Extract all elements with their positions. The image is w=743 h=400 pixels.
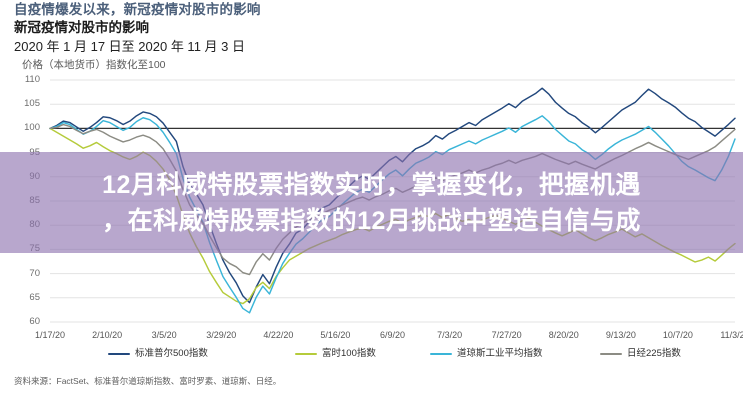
x-tick-label: 6/9/20 bbox=[379, 330, 406, 340]
axis-note: 价格（本地货币）指数化至100 bbox=[22, 59, 166, 71]
legend-label: 富时100指数 bbox=[322, 348, 376, 359]
y-tick-label: 105 bbox=[24, 98, 40, 110]
legend-item[interactable]: 标准普尔500指数 bbox=[108, 348, 208, 360]
x-axis-labels: 1/17/20 2/10/20 3/5/20 3/29/20 4/22/20 5/16/2… bbox=[0, 330, 743, 348]
legend-item[interactable]: 富时100指数 bbox=[295, 348, 376, 360]
y-tick-label: 100 bbox=[24, 122, 40, 134]
legend-label: 日经225指数 bbox=[627, 348, 681, 359]
page-title: 新冠疫情对股市的影响 bbox=[14, 20, 149, 35]
x-tick-label: 9/13/20 bbox=[605, 330, 636, 340]
x-tick-label: 5/16/20 bbox=[320, 330, 351, 340]
x-tick-label: 7/27/20 bbox=[491, 330, 522, 340]
legend-swatch-icon bbox=[295, 352, 317, 356]
x-tick-label: 3/5/20 bbox=[151, 330, 177, 340]
x-tick-label: 4/22/20 bbox=[263, 330, 294, 340]
legend-item[interactable]: 道琼斯工业平均指数 bbox=[430, 348, 543, 360]
legend-swatch-icon bbox=[430, 352, 452, 356]
source-note: 资料来源：FactSet、标准普尔道琼斯指数、富时罗素、道琼斯、日经。 bbox=[14, 376, 282, 386]
y-tick-label: 65 bbox=[29, 291, 40, 303]
x-tick-label: 11/3/20 bbox=[720, 330, 743, 340]
x-tick-label: 10/7/20 bbox=[662, 330, 693, 340]
legend-label: 道琼斯工业平均指数 bbox=[457, 348, 543, 359]
y-tick-label: 110 bbox=[24, 74, 40, 85]
legend-item[interactable]: 日经225指数 bbox=[600, 348, 681, 360]
x-tick-label: 3/29/20 bbox=[206, 330, 237, 340]
overlay-band bbox=[0, 152, 743, 253]
legend-label: 标准普尔500指数 bbox=[135, 348, 208, 359]
chart-header: 自疫情爆发以来，新冠疫情对股市的影响 新冠疫情对股市的影响 2020 年 1 月… bbox=[14, 2, 714, 72]
x-tick-label: 2/10/20 bbox=[92, 330, 123, 340]
x-tick-label: 1/17/20 bbox=[34, 330, 66, 340]
date-range: 2020 年 1 月 17 日至 2020 年 11 月 3 日 bbox=[14, 39, 245, 54]
legend-swatch-icon bbox=[600, 352, 622, 356]
y-tick-label: 70 bbox=[29, 267, 40, 279]
header-kicker: 自疫情爆发以来，新冠疫情对股市的影响 bbox=[14, 2, 261, 17]
y-tick-label: 60 bbox=[29, 316, 40, 327]
legend-swatch-icon bbox=[108, 352, 130, 356]
chart-legend: 标准普尔500指数 富时100指数 道琼斯工业平均指数 日经225指数 bbox=[0, 348, 743, 366]
x-tick-label: 7/3/20 bbox=[437, 330, 463, 340]
x-tick-label: 8/20/20 bbox=[548, 330, 579, 340]
